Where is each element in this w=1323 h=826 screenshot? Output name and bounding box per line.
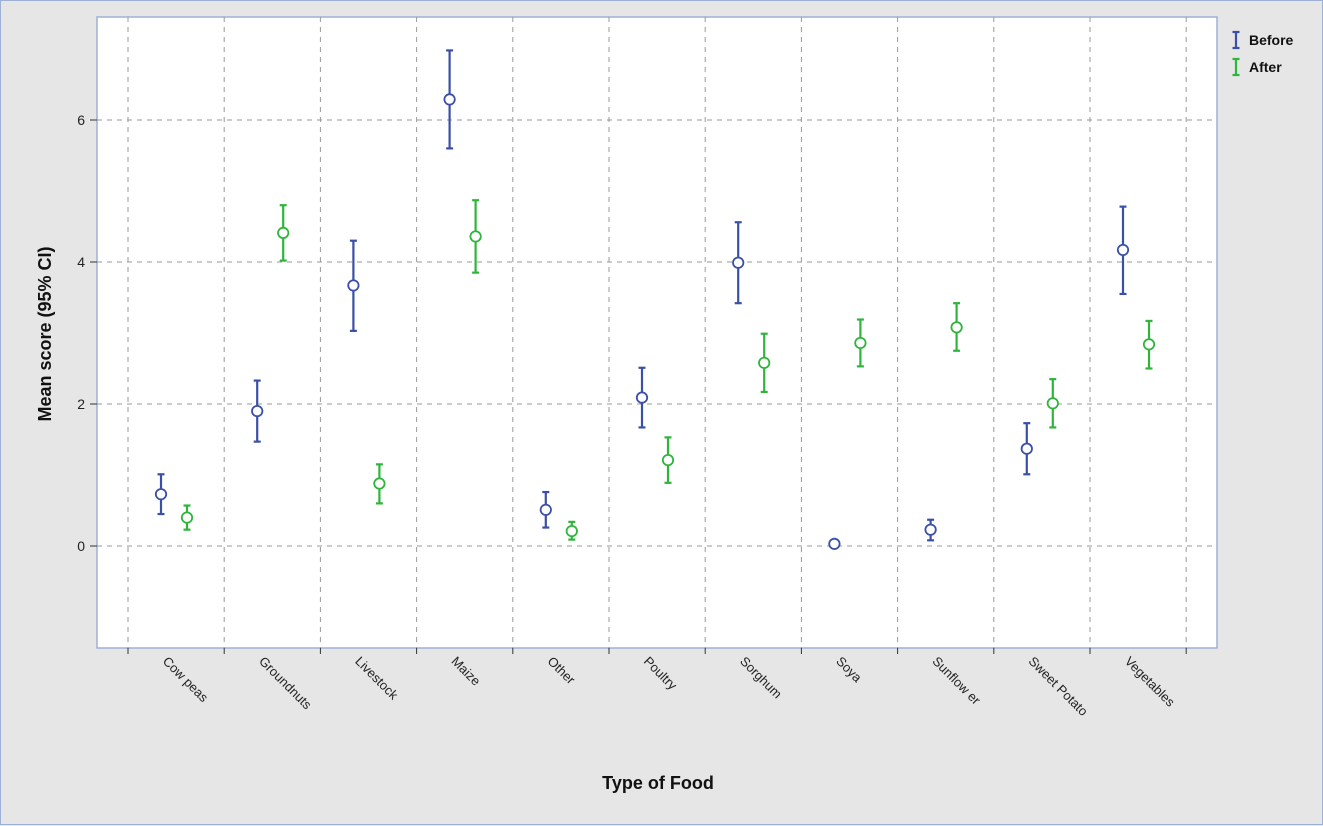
mean-marker-after-other — [565, 524, 578, 538]
mean-marker-before-sweet-potato — [1020, 442, 1033, 455]
mean-marker-before-sunflower — [924, 523, 937, 536]
plot-area — [96, 16, 1218, 649]
mean-marker-after-groundnuts — [277, 226, 290, 239]
mean-marker-after-cowpeas — [180, 511, 194, 524]
mean-marker-before-sorghum — [732, 256, 745, 269]
y-axis-ticks: 0 2 4 6 — [77, 112, 97, 554]
legend-item-before: Before — [1232, 30, 1294, 50]
legend: Before After — [1232, 30, 1294, 77]
x-tick-label-sorghum: Sorghum — [737, 654, 785, 702]
legend-label-after: After — [1249, 59, 1282, 75]
mean-marker-after-livestock — [373, 477, 386, 490]
mean-marker-after-sunflower — [950, 321, 963, 334]
y-tick-label-0: 0 — [77, 538, 85, 554]
x-axis-title: Type of Food — [602, 773, 714, 793]
y-tick-label-4: 4 — [77, 254, 85, 270]
mean-marker-after-vegetables — [1142, 338, 1156, 351]
x-tick-label-groundnuts: Groundnuts — [256, 654, 315, 713]
grid-lines — [97, 17, 1217, 648]
mean-marker-before-soya — [828, 537, 841, 550]
legend-label-before: Before — [1249, 32, 1294, 48]
mean-marker-before-cowpeas — [154, 488, 168, 501]
legend-item-after: After — [1232, 57, 1282, 77]
mean-marker-before-poultry — [635, 391, 649, 404]
x-tick-label-maize: Maize — [448, 654, 483, 689]
mean-marker-before-livestock — [347, 279, 360, 292]
mean-marker-after-maize — [469, 230, 482, 243]
x-tick-label-sunflower: Sunflow er — [929, 654, 984, 709]
mean-marker-after-poultry — [661, 453, 675, 467]
x-tick-label-vegetables: Vegetables — [1122, 654, 1178, 710]
x-axis-ticks: Cow peas Groundnuts Livestock Maize Other Pou… — [127, 648, 1187, 719]
y-tick-label-6: 6 — [77, 112, 85, 128]
y-axis-title: Mean score (95% CI) — [35, 246, 55, 421]
series-before — [154, 49, 1130, 550]
series-after — [180, 199, 1156, 541]
mean-marker-before-vegetables — [1116, 243, 1130, 257]
y-tick-label-2: 2 — [77, 396, 85, 412]
x-tick-label-poultry: Poultry — [641, 654, 681, 694]
mean-marker-before-groundnuts — [251, 404, 264, 418]
legend-swatch-after — [1232, 57, 1240, 77]
mean-marker-after-sorghum — [758, 356, 771, 369]
mean-marker-before-maize — [443, 93, 456, 106]
data-series — [154, 49, 1156, 550]
x-tick-label-livestock: Livestock — [352, 654, 401, 703]
legend-swatch-before — [1232, 30, 1240, 50]
x-tick-label-cowpeas: Cow peas — [160, 654, 212, 706]
x-tick-label-other: Other — [545, 654, 579, 688]
mean-marker-after-soya — [854, 336, 867, 350]
mean-marker-after-sweet-potato — [1046, 397, 1059, 410]
mean-marker-before-other — [539, 503, 552, 516]
x-tick-label-sweet-potato: Sweet Potato — [1026, 654, 1091, 719]
x-tick-label-soya: Soya — [833, 654, 865, 686]
